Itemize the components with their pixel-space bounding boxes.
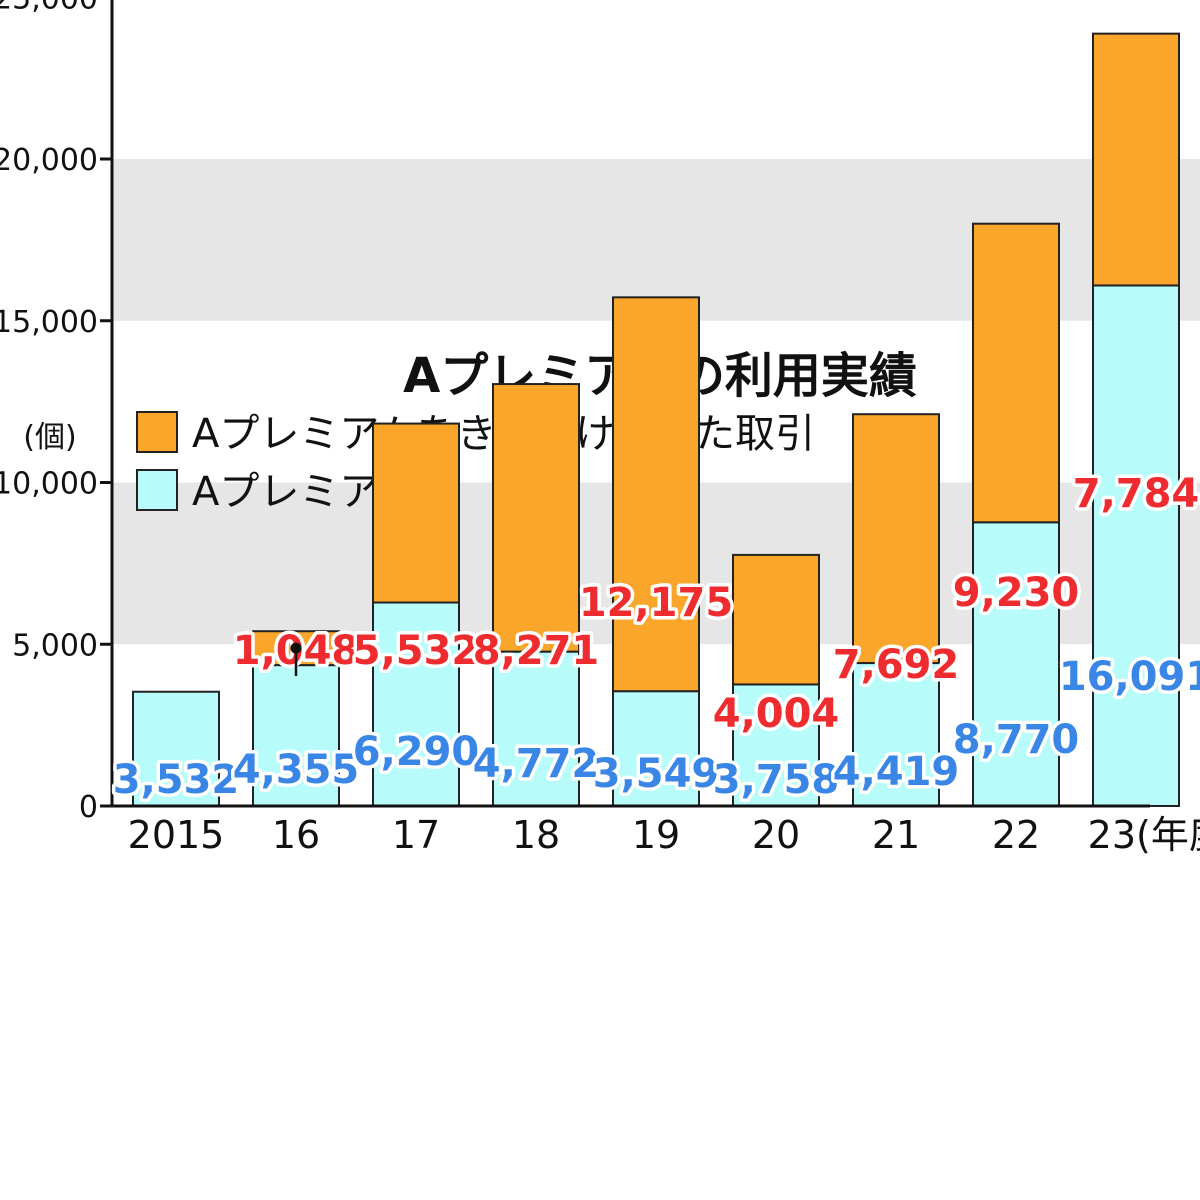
x-tick-label: 2015 [128, 813, 225, 857]
y-unit-label: (個) [23, 420, 76, 455]
data-label-base: 3,549 [593, 751, 720, 797]
bars [132, 32, 1180, 808]
bar-segment-base [132, 690, 220, 808]
x-tick-label: 23 [1088, 813, 1136, 857]
data-label-top: 7,692 [833, 642, 960, 688]
data-label-top: 5,532 [353, 628, 480, 674]
data-label-top: 7,784 [1073, 471, 1200, 517]
x-tick-label: 16 [272, 813, 320, 857]
leader-dot [290, 642, 302, 654]
data-label-base: 4,355 [233, 747, 360, 793]
data-label-top: 8,271 [473, 628, 600, 674]
y-tick-label: 5,000 [12, 628, 98, 663]
data-label-base: 3,532 [113, 757, 240, 803]
x-tick-label: 22 [992, 813, 1040, 857]
bar-segment-base [972, 521, 1060, 808]
data-label-base: 8,770 [953, 717, 1080, 763]
bar-segment-base [492, 650, 580, 807]
bar-segment-top [852, 413, 940, 665]
bar-segment-base [1092, 284, 1180, 807]
x-unit-label: (年度) [1136, 813, 1200, 857]
legend-swatch [136, 469, 178, 511]
data-label-base: 4,772 [473, 741, 600, 787]
bar-segment-top [612, 296, 700, 693]
y-tick-label: 15,000 [0, 305, 98, 340]
x-tick-label: 18 [512, 813, 560, 857]
data-label-top: 12,175 [579, 580, 733, 626]
bar-segment-top [372, 422, 460, 604]
bar-segment-top [972, 222, 1060, 524]
legend-swatch [136, 411, 178, 453]
y-tick-label: 25,000 [0, 0, 98, 16]
y-axis: 0 5,000 10,000 15,000 20,000 25,000 [0, 0, 114, 825]
data-label-base: 16,091 [1059, 654, 1200, 700]
data-labels: 3,5324,3551,0486,2905,5324,7728,2713,549… [109, 468, 1200, 807]
data-label-base: 3,758 [713, 757, 840, 803]
data-label-base: 4,419 [833, 749, 960, 795]
data-label-top: 9,230 [953, 570, 1080, 616]
x-tick-label: 21 [872, 813, 920, 857]
x-axis: 2015 16 17 18 19 20 21 22 23 [112, 804, 1150, 857]
data-label-top: 4,004 [713, 691, 840, 737]
y-tick-label: 0 [79, 790, 98, 825]
bar-segment-base [852, 662, 940, 807]
bar-segment-top [732, 553, 820, 686]
bar-segment-top [1092, 32, 1180, 287]
x-tick-label: 19 [632, 813, 680, 857]
x-tick-label: 20 [752, 813, 800, 857]
y-tick-label: 10,000 [0, 467, 98, 502]
y-tick-label: 20,000 [0, 143, 98, 178]
data-label-base: 6,290 [353, 729, 480, 775]
x-tick-label: 17 [392, 813, 440, 857]
bar-segment-top [492, 383, 580, 653]
